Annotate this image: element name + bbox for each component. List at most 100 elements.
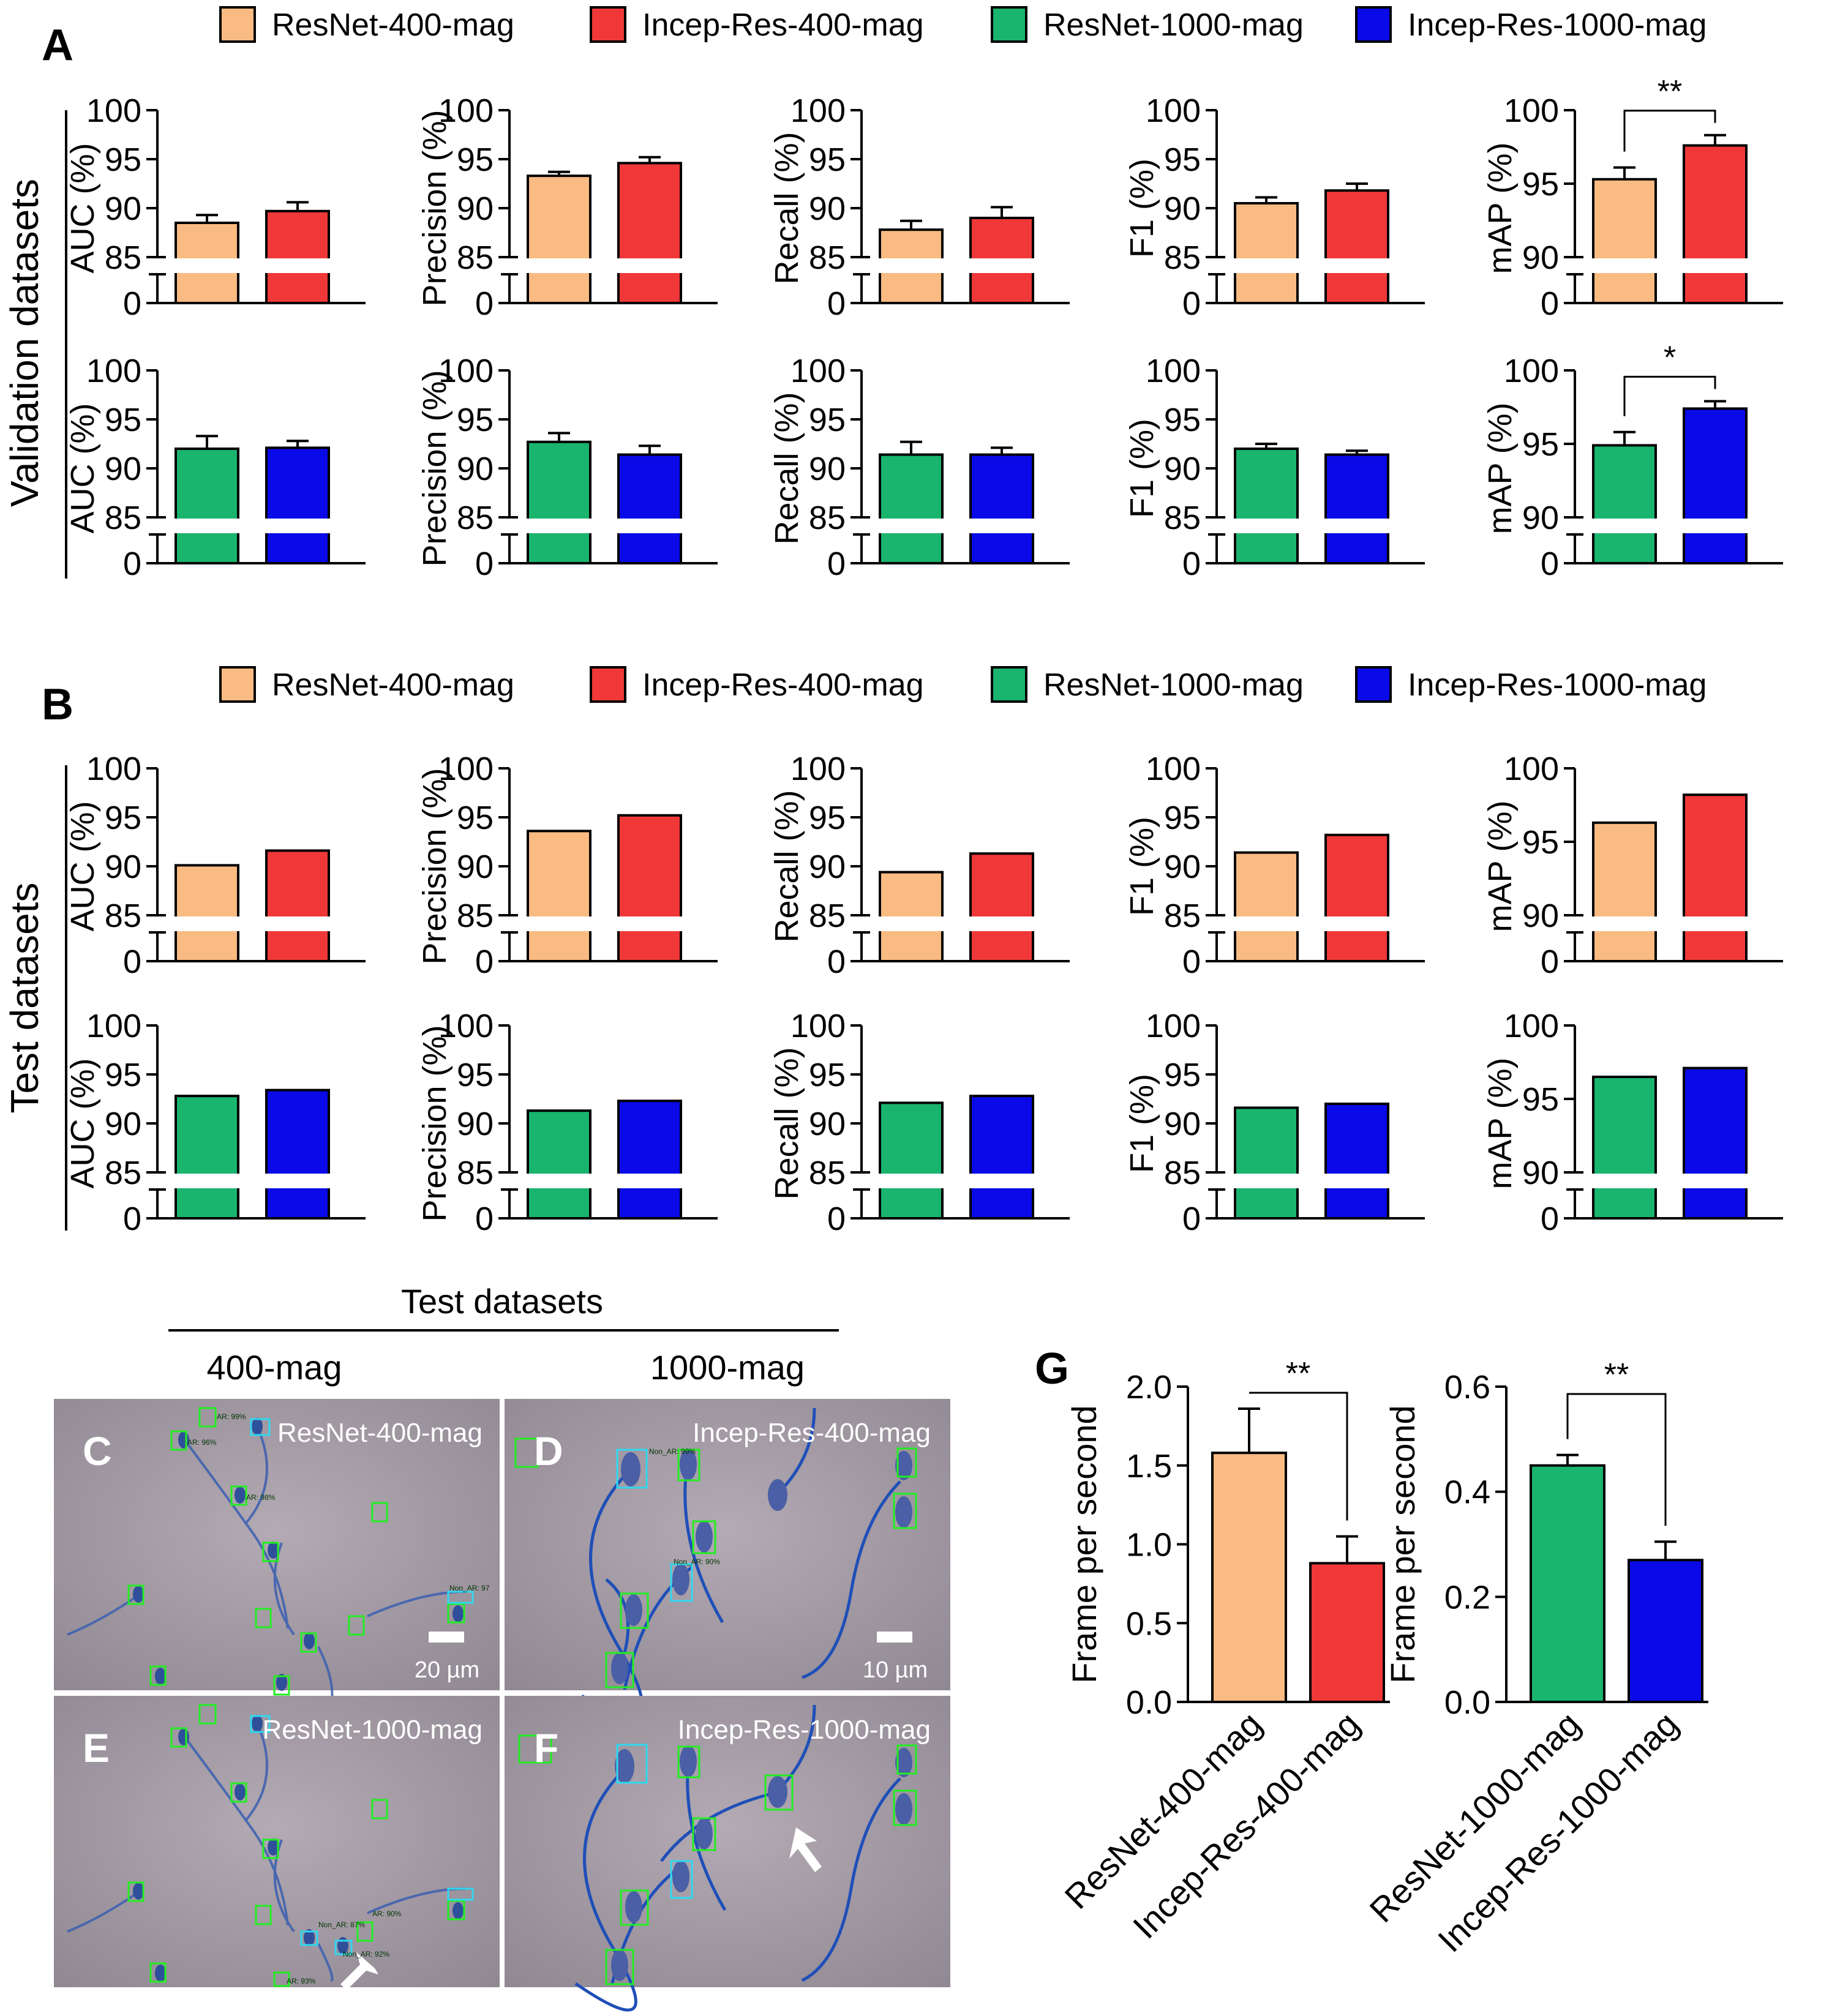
y-tick-label: 100 <box>1504 751 1559 787</box>
bar <box>1683 407 1748 565</box>
metric-panel: 85 90 95 100 0 F1 (%) <box>1124 92 1426 322</box>
metric-panel: 90 95 100 0 mAP (%) <box>1482 751 1784 980</box>
y-axis-label: Frame per second <box>1383 1405 1422 1683</box>
legend-label: Incep-Res-1000-mag <box>1408 7 1707 43</box>
bar <box>1211 1452 1287 1703</box>
axis-break-gap <box>513 519 719 533</box>
y-tick-label: 95 <box>457 402 494 438</box>
bar <box>265 1089 330 1220</box>
y-tick-label: 100 <box>1146 353 1201 389</box>
arrow-icon <box>340 1952 378 1990</box>
y-axis-label: Precision (%) <box>416 768 453 964</box>
box-label: AR: 90% <box>372 1909 402 1918</box>
test-datasets-label: Test datasets <box>2 882 47 1113</box>
axis-break-gap <box>513 258 719 273</box>
y-tick-label: 90 <box>1164 1106 1201 1142</box>
y-tick-label: 1.5 <box>1126 1448 1172 1485</box>
y-tick-label: 0 <box>123 285 141 322</box>
legend-swatch <box>590 666 626 703</box>
y-tick-label: 85 <box>105 1155 141 1191</box>
y-tick-label: 100 <box>1146 1008 1201 1044</box>
y-tick-label: 100 <box>1504 353 1559 389</box>
legend-swatch <box>219 6 256 43</box>
significance-label: ** <box>1286 1356 1310 1392</box>
y-tick-label: 90 <box>809 451 846 487</box>
bar <box>1592 178 1657 304</box>
metric-panel: 85 90 95 100 0 Precision (%) <box>416 751 719 980</box>
axis-break-gap <box>161 916 367 931</box>
y-tick-label: 100 <box>1146 751 1201 787</box>
y-tick-label: 95 <box>1522 166 1559 203</box>
y-axis-label: Precision (%) <box>416 110 453 306</box>
y-axis-label: AUC (%) <box>64 143 101 274</box>
y-tick-label: 90 <box>1522 239 1559 276</box>
axis-break-gap <box>161 1174 367 1188</box>
metric-panel: 90 95 100 0 mAP (%) * <box>1482 340 1784 582</box>
bar <box>265 446 330 565</box>
y-tick-label: 100 <box>790 353 846 389</box>
y-tick-label: 85 <box>105 239 141 276</box>
legend-label: ResNet-1000-mag <box>1043 667 1304 703</box>
legend-b: ResNet-400-mag Incep-Res-400-mag ResNet-10… <box>219 666 1707 703</box>
y-axis-label: F1 (%) <box>1124 1074 1160 1173</box>
metric-panel: 85 90 95 100 0 AUC (%) <box>64 751 367 980</box>
y-tick-label: 90 <box>1164 849 1201 885</box>
bar <box>617 453 682 564</box>
y-tick-label: 95 <box>105 141 141 178</box>
y-axis-label: AUC (%) <box>64 403 101 534</box>
y-axis-label: AUC (%) <box>64 1059 101 1189</box>
micrograph-d: Incep-Res-400-mag D 10 µm <box>505 1399 950 1717</box>
y-tick-label: 100 <box>1146 92 1201 129</box>
y-axis-label: Precision (%) <box>416 370 453 566</box>
y-tick-label: 100 <box>86 353 141 389</box>
legend-label: ResNet-400-mag <box>272 7 514 43</box>
axis-break-gap <box>161 519 367 533</box>
significance-label: * <box>1664 340 1676 375</box>
legend-label: ResNet-1000-mag <box>1043 7 1304 43</box>
metric-panel: 85 90 95 100 0 Precision (%) <box>416 1008 719 1237</box>
y-axis-label: mAP (%) <box>1482 142 1519 274</box>
y-axis-label: F1 (%) <box>1124 419 1160 518</box>
significance-bracket <box>1623 110 1716 152</box>
bar <box>1234 448 1299 564</box>
y-tick-label: 85 <box>457 1155 494 1191</box>
y-axis-label: mAP (%) <box>1482 402 1519 534</box>
y-axis-label: Recall (%) <box>768 392 805 544</box>
box-label: Non_AR: 90% <box>674 1557 720 1566</box>
y-tick-label: 0 <box>827 285 846 322</box>
axis-break-gap <box>161 258 367 273</box>
panel-letter-b: B <box>42 680 73 729</box>
y-tick-label: 85 <box>105 897 141 934</box>
arrow-icon <box>789 1827 822 1872</box>
micrograph-box-labels: AR: 99% AR: 96% AR: 98% Non_AR: 99% Non_AR: … <box>187 1412 720 1985</box>
legend-swatch <box>590 6 626 43</box>
micrograph-e-title: ResNet-1000-mag <box>263 1715 483 1745</box>
y-tick-label: 95 <box>1164 141 1201 178</box>
y-tick-label: 0 <box>827 545 846 582</box>
y-tick-label: 95 <box>457 141 494 178</box>
bar <box>617 162 682 304</box>
axis-break-gap <box>865 916 1071 931</box>
metric-panel: 85 90 95 100 0 AUC (%) <box>64 92 367 322</box>
bar <box>1309 1562 1385 1703</box>
y-tick-label: 0 <box>123 943 141 980</box>
bar <box>1683 144 1748 304</box>
bar <box>265 209 330 304</box>
bar <box>527 440 591 564</box>
box-label: AR: 96% <box>187 1438 217 1447</box>
y-tick-label: 90 <box>1164 190 1201 227</box>
scale-bar-d-label: 10 µm <box>863 1657 928 1683</box>
y-tick-label: 90 <box>1522 500 1559 536</box>
panel-letter-e: E <box>83 1725 110 1771</box>
y-axis-label: Recall (%) <box>768 132 805 284</box>
micrograph-e: ResNet-1000-mag E <box>54 1696 500 1990</box>
y-axis-label: F1 (%) <box>1124 159 1160 258</box>
y-tick-label: 0 <box>123 1201 141 1237</box>
axis-break-gap <box>865 519 1071 533</box>
y-tick-label: 0 <box>475 545 494 582</box>
metric-panel: 85 90 95 100 0 AUC (%) <box>64 353 367 582</box>
metric-panel: 85 90 95 100 0 F1 (%) <box>1124 1008 1426 1237</box>
y-tick-label: 95 <box>809 141 846 178</box>
bar <box>969 852 1034 962</box>
